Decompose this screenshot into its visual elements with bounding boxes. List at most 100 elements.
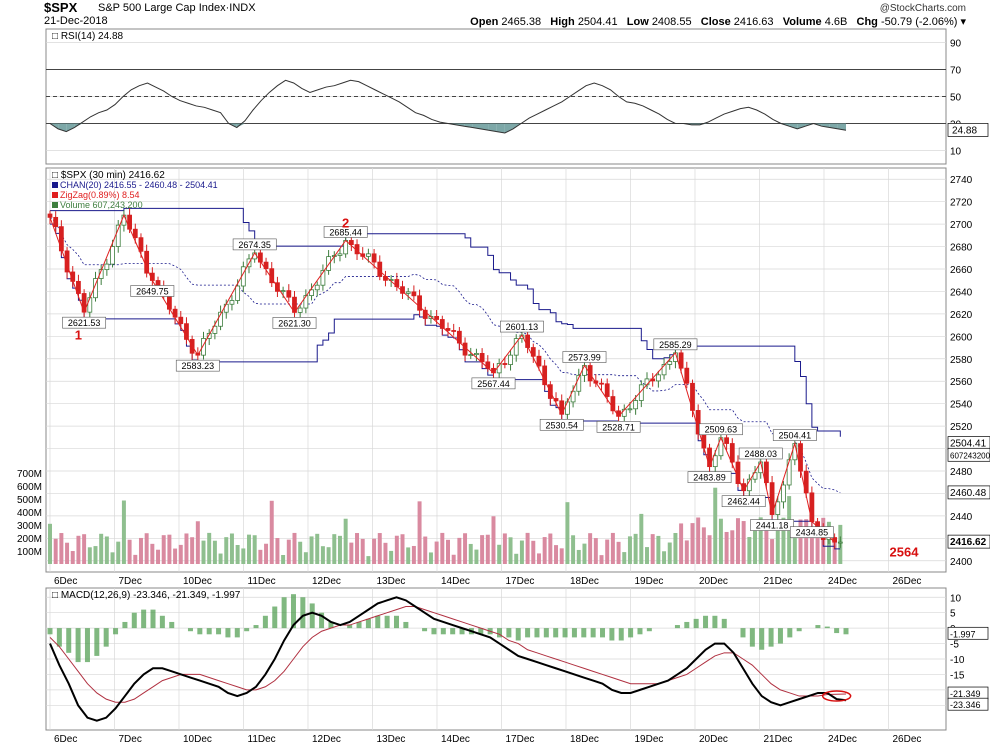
- price-legend-item: ZigZag(0.89%) 8.54: [60, 190, 140, 200]
- macd-y-tick-label: -10: [950, 655, 965, 666]
- candle-body: [542, 365, 548, 386]
- volume-bar: [258, 549, 263, 564]
- macd-histogram-bar: [290, 594, 296, 629]
- volume-bar: [554, 545, 559, 564]
- macd-histogram-bar: [393, 615, 399, 629]
- zigzag-point-label: 2488.03: [744, 449, 777, 459]
- price-y-tick-label: 2540: [950, 400, 973, 411]
- volume-bar: [798, 519, 803, 564]
- price-x-tick-label: 20Dec: [699, 576, 728, 587]
- candle-body: [627, 408, 633, 411]
- volume-bar: [144, 533, 149, 564]
- candle-body: [764, 461, 769, 484]
- candle-body: [110, 246, 115, 265]
- candle-body: [576, 374, 582, 392]
- macd-histogram-bar: [141, 609, 147, 629]
- candle-body: [297, 307, 303, 313]
- rsi-oversold-fill: [496, 123, 505, 133]
- price-x-tick-label: 6Dec: [54, 576, 77, 587]
- macd-histogram-bar: [684, 621, 690, 629]
- macd-histogram-bar: [131, 612, 137, 629]
- candle-body: [422, 309, 428, 319]
- macd-histogram-bar: [225, 628, 231, 638]
- chg-label: Chg: [856, 16, 878, 28]
- macd-y-tick-label: -5: [950, 640, 959, 651]
- macd-x-tick-label: 21Dec: [764, 734, 793, 744]
- macd-histogram-bar: [543, 628, 549, 638]
- price-x-tick-label: 12Dec: [312, 576, 341, 587]
- zigzag-point-label: 2509.63: [705, 425, 738, 435]
- macd-histogram-bar: [328, 621, 334, 629]
- volume-bar: [474, 549, 479, 564]
- candle-body: [184, 323, 189, 340]
- close-value: 2416.63: [733, 16, 774, 28]
- volume-bar: [161, 535, 166, 564]
- macd-histogram-bar: [590, 628, 596, 638]
- volume-bar: [150, 543, 155, 564]
- volume-bar: [366, 556, 371, 564]
- price-legend-swatch: [52, 192, 58, 198]
- volume-value: 4.6B: [824, 16, 848, 28]
- close-label: Close: [700, 16, 731, 28]
- macd-histogram-bar: [534, 628, 540, 638]
- candle-body: [405, 291, 411, 294]
- dropdown-caret-icon[interactable]: ▾: [960, 16, 966, 28]
- zigzag-point-label-box: [687, 471, 732, 483]
- rsi-value-tag-box: [947, 123, 989, 137]
- candle-body: [326, 256, 331, 271]
- price-y-tick-label: 2580: [950, 355, 973, 366]
- volume-bar: [212, 540, 217, 564]
- candle-body: [309, 289, 314, 297]
- macd-histogram-bar: [843, 628, 849, 635]
- zigzag-point-label: 2504.41: [779, 431, 812, 441]
- volume-bar: [792, 533, 797, 564]
- macd-y-tick-label: 10: [950, 593, 962, 604]
- volume-bar: [514, 553, 519, 564]
- volume-bar: [76, 535, 81, 564]
- volume-bar: [645, 547, 649, 564]
- volume-bar: [383, 542, 388, 564]
- volume-bar: [229, 533, 234, 564]
- macd-histogram-bar: [834, 628, 840, 634]
- volume-bar: [633, 533, 638, 564]
- volume-bar: [417, 501, 422, 564]
- zigzag-point-label-box: [500, 320, 544, 333]
- macd-histogram-bar: [581, 628, 587, 638]
- macd-histogram-bar: [712, 615, 718, 629]
- macd-histogram-bar: [403, 621, 409, 629]
- price-title: □ $SPX (30 min) 2416.62: [52, 170, 165, 181]
- macd-histogram-bar: [347, 625, 353, 629]
- volume-bar: [82, 534, 87, 564]
- rsi-line: [49, 79, 847, 134]
- price-y-tick-label: 2440: [950, 512, 973, 523]
- candle-body: [604, 383, 610, 397]
- macd-value-tag: -23.346: [950, 700, 981, 710]
- macd-value-tag: -21.349: [950, 689, 981, 699]
- macd-histogram-bar: [506, 628, 512, 638]
- volume-bar: [673, 533, 678, 564]
- volume-bar: [679, 523, 684, 564]
- price-y-tick-label: 2700: [950, 220, 973, 231]
- volume-y-tick-label: 300M: [17, 521, 42, 532]
- candle-body: [803, 470, 809, 494]
- macd-histogram-bar: [459, 628, 465, 635]
- volume-bar: [718, 518, 723, 564]
- candle-body: [320, 270, 326, 286]
- volume-bar: [764, 524, 769, 564]
- wave-label-1: 1: [75, 328, 82, 343]
- candle-body: [87, 297, 93, 313]
- volume-bar: [440, 532, 445, 564]
- macd-histogram-bar: [571, 628, 577, 638]
- volume-bar: [121, 500, 126, 564]
- low-label: Low: [626, 16, 649, 28]
- volume-bar: [542, 537, 547, 564]
- zigzag-point-label: 2583.23: [182, 361, 215, 371]
- volume-bar: [218, 553, 223, 564]
- volume-bar: [741, 521, 746, 564]
- rsi-oversold-fill: [236, 123, 245, 128]
- macd-histogram-bar: [515, 628, 521, 641]
- macd-histogram-bar: [384, 615, 390, 629]
- zigzag-point-label: 2462.44: [727, 497, 760, 507]
- volume-bar: [463, 533, 468, 564]
